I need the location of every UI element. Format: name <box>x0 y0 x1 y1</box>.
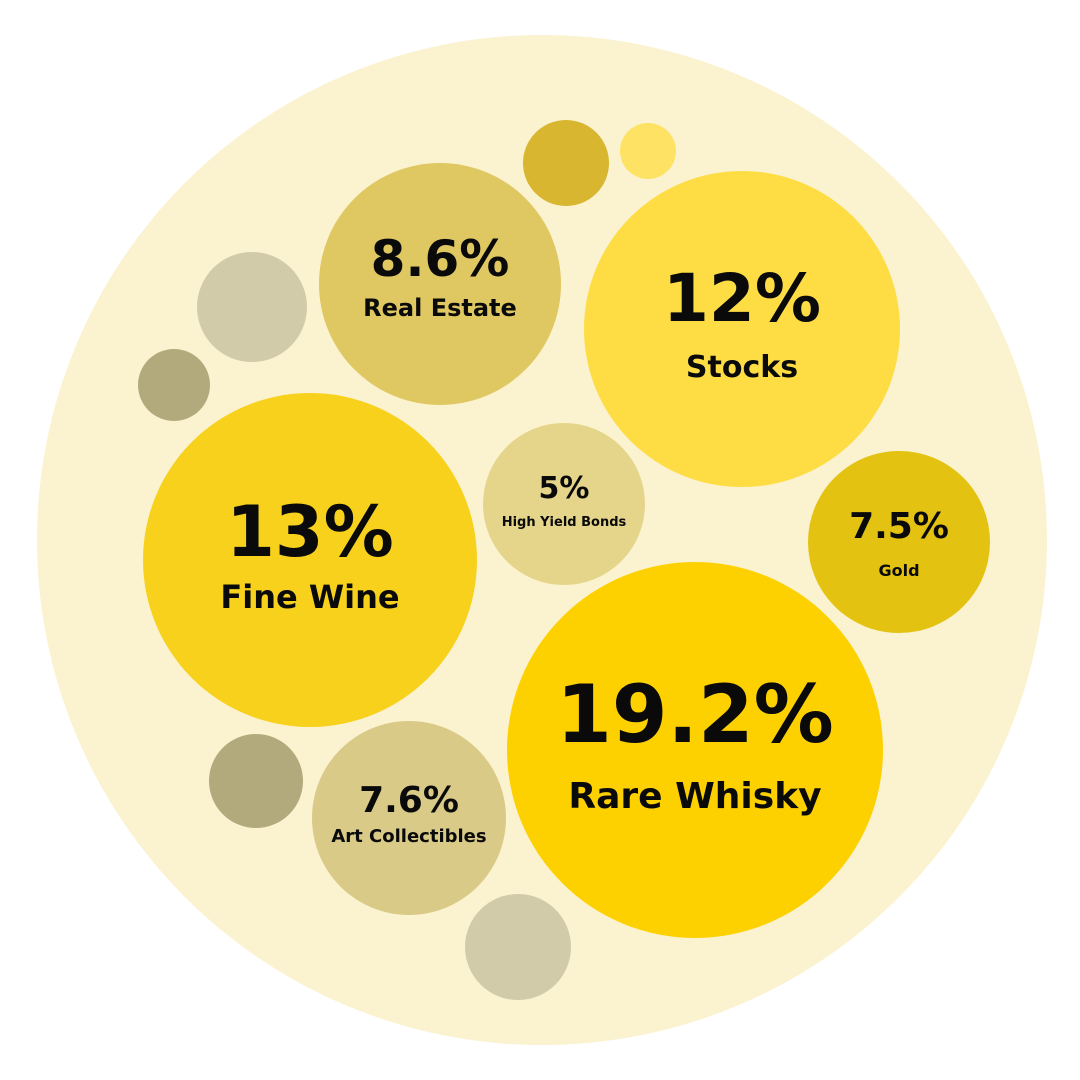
bubble-category-label: Gold <box>878 561 919 580</box>
bubble-category-label: Art Collectibles <box>331 826 486 847</box>
bubble-value-label: 19.2% <box>556 668 834 761</box>
bubble-category-label: Real Estate <box>363 294 517 322</box>
bubble-circle <box>808 451 990 633</box>
decorative-bubble <box>465 894 571 1000</box>
decorative-bubble <box>197 252 307 362</box>
bubble-circle <box>584 171 900 487</box>
bubble-fine-wine: 13% Fine Wine <box>143 393 477 727</box>
bubble-value-label: 5% <box>539 471 590 506</box>
decorative-bubble <box>209 734 303 828</box>
bubble-circle <box>312 721 506 915</box>
bubble-value-label: 7.5% <box>849 506 949 547</box>
bubble-value-label: 8.6% <box>371 230 510 288</box>
bubble-high-yield-bonds: 5% High Yield Bonds <box>483 423 645 585</box>
bubble-category-label: Rare Whisky <box>568 776 821 817</box>
bubble-real-estate: 8.6% Real Estate <box>319 163 561 405</box>
bubble-stocks: 12% Stocks <box>584 171 900 487</box>
bubble-value-label: 12% <box>663 260 821 337</box>
bubble-value-label: 13% <box>226 491 394 573</box>
bubble-rare-whisky: 19.2% Rare Whisky <box>507 562 883 938</box>
bubble-category-label: Fine Wine <box>220 578 399 616</box>
bubble-gold: 7.5% Gold <box>808 451 990 633</box>
bubble-circle <box>507 562 883 938</box>
bubble-category-label: High Yield Bonds <box>502 515 627 530</box>
bubble-circle <box>483 423 645 585</box>
bubble-value-label: 7.6% <box>359 780 459 821</box>
decorative-bubble <box>620 123 676 179</box>
bubble-circle <box>143 393 477 727</box>
decorative-bubble <box>138 349 210 421</box>
bubble-circle <box>319 163 561 405</box>
bubble-category-label: Stocks <box>686 350 798 385</box>
bubble-art-collectibles: 7.6% Art Collectibles <box>312 721 506 915</box>
decorative-bubble <box>523 120 609 206</box>
